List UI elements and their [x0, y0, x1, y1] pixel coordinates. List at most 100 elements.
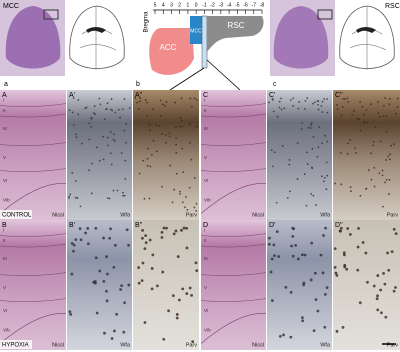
- cell: [90, 192, 93, 195]
- cell: [94, 256, 98, 260]
- cell: [124, 159, 127, 162]
- cell: [346, 152, 349, 155]
- bregma-value: -4: [227, 2, 232, 8]
- cell: [113, 329, 116, 333]
- cell: [280, 97, 282, 100]
- cell: [356, 245, 360, 249]
- cell: [160, 230, 164, 234]
- cell: [289, 190, 291, 193]
- cell: [138, 172, 141, 175]
- cell: [155, 150, 158, 153]
- cell: [194, 261, 198, 265]
- cell: [317, 100, 319, 102]
- cell: [180, 97, 183, 100]
- cell: [388, 97, 391, 100]
- cell: [141, 228, 144, 232]
- cell: [139, 97, 142, 99]
- cell: [146, 114, 149, 117]
- layer-label: VI: [3, 178, 7, 183]
- layer-label: III: [3, 256, 7, 261]
- cell: [385, 115, 388, 118]
- layer-label: III: [204, 256, 208, 261]
- cell: [342, 251, 346, 255]
- cell: [313, 271, 317, 275]
- cell: [377, 100, 380, 103]
- cell: [144, 241, 148, 245]
- micrograph: [267, 220, 332, 350]
- arrow: [169, 67, 205, 91]
- cell: [358, 118, 361, 120]
- cell: [75, 136, 78, 139]
- panel-label: D': [269, 222, 275, 229]
- cell: [181, 119, 183, 122]
- cell: [375, 297, 379, 301]
- cell: [322, 234, 325, 237]
- cell: [144, 99, 147, 101]
- cell: [75, 133, 78, 136]
- cell: [280, 108, 283, 111]
- bregma-value: -2: [210, 2, 215, 8]
- cell: [168, 132, 171, 135]
- panel-label: D: [203, 222, 208, 229]
- cell: [70, 272, 74, 276]
- cell: [378, 172, 381, 175]
- cell: [272, 243, 276, 247]
- cell: [114, 139, 116, 142]
- cell: [139, 100, 141, 103]
- cell: [98, 97, 101, 100]
- cell: [108, 236, 112, 240]
- layer-label: VIb: [3, 198, 10, 203]
- cell: [161, 270, 165, 274]
- cell: [117, 108, 120, 111]
- cell: [69, 312, 73, 316]
- cell: [324, 134, 326, 137]
- atlas-fill: [356, 27, 376, 33]
- cell: [77, 113, 80, 116]
- bregma-value: -5: [235, 2, 240, 8]
- condition-bg: [0, 210, 32, 219]
- cell: [267, 242, 271, 246]
- cell: [181, 201, 184, 204]
- cell: [268, 101, 270, 104]
- layer-label: II: [3, 108, 6, 113]
- cell: [317, 108, 320, 111]
- cell: [191, 340, 195, 344]
- cell: [195, 98, 198, 101]
- cell: [107, 144, 110, 147]
- cell: [189, 97, 192, 100]
- cell: [341, 325, 345, 329]
- layer-boundary: [200, 243, 267, 248]
- cell: [119, 288, 122, 291]
- cell: [124, 178, 127, 180]
- cell: [78, 227, 82, 231]
- cell: [385, 130, 388, 133]
- cell: [125, 228, 129, 232]
- cell: [94, 113, 97, 116]
- layer-label: I: [3, 98, 4, 103]
- section-bar: [201, 15, 208, 69]
- cell: [377, 112, 380, 115]
- stain-label: Parv: [387, 212, 399, 218]
- roi-box: [43, 9, 59, 20]
- cell: [105, 299, 109, 303]
- cell: [164, 141, 167, 144]
- cell: [312, 102, 314, 105]
- cell: [146, 164, 149, 167]
- layer-label: III: [3, 126, 7, 131]
- cell: [272, 165, 274, 168]
- cell: [339, 226, 343, 230]
- cell: [144, 234, 148, 238]
- cell: [112, 189, 115, 192]
- layer-label: VIb: [204, 328, 211, 333]
- cell: [352, 109, 355, 112]
- micrograph: [0, 220, 66, 350]
- cell: [345, 267, 349, 271]
- cell: [301, 122, 304, 124]
- cell: [105, 255, 108, 259]
- panel-letter: b: [136, 81, 140, 88]
- cell: [379, 288, 383, 292]
- cell: [355, 152, 357, 154]
- stain-label: Parv: [186, 212, 198, 218]
- cell: [160, 236, 164, 239]
- cell: [282, 333, 285, 337]
